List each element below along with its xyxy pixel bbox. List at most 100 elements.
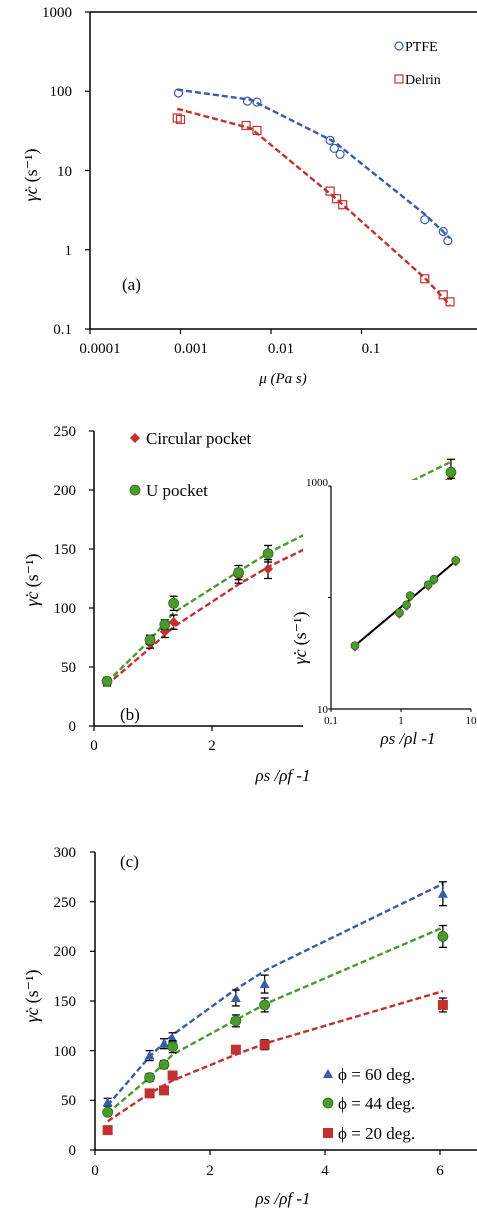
chart-a-point-delrin [252,125,262,136]
chart-c-point-1 [437,931,449,942]
chart-b-ytick-label: 150 [54,542,77,558]
chart-b-ylabel: γ̇c (s⁻¹) [22,554,43,607]
chart-c-legend-marker-44 [322,1097,334,1109]
chart-c-legend-label-60: ϕ = 60 deg. [338,1065,415,1084]
chart-a-point-ptfe [329,143,339,154]
chart-b-fit-line-1 [106,460,452,684]
chart-a-ytick-label: 1000 [42,5,72,21]
chart-b-inset-point-u [451,556,461,565]
chart-c-panel-label: (c) [120,852,139,871]
chart-c-ytick-label: 200 [54,944,77,960]
chart-c: 300 250 200 150 100 50 0 0 2 4 6 (c) ϕ =… [22,845,477,1208]
chart-a-point-delrin [241,120,251,131]
chart-a-point-delrin [175,114,186,125]
chart-b-point-0 [159,626,170,637]
chart-c-point-1 [167,1041,179,1053]
chart-a-point-ptfe [335,149,345,159]
chart-a-ylabel-unit: (s⁻¹) [21,149,42,183]
chart-b-inset-ylabel: γ̇c (s⁻¹) [290,612,311,665]
chart-a-legend-marker-ptfe [394,41,404,51]
chart-a-point-delrin [338,200,348,210]
chart-b-point-1 [168,597,180,609]
chart-a-point-delrin [325,186,335,196]
chart-c-point-1 [259,999,271,1011]
chart-c-point-0 [230,993,241,1003]
chart-a-xtick-label: 0.001 [174,341,208,357]
chart-a-ylabel-symbol: γ̇c [21,186,41,201]
chart-c-point-2 [102,1125,113,1136]
chart-b-fit-line-0 [106,477,452,686]
chart-a-point-ptfe [438,226,448,237]
chart-a-fit-line-1 [176,107,451,306]
chart-a-xtick-label: 0.01 [268,341,294,357]
chart-a-point-delrin [445,297,455,307]
chart-c-point-2 [230,1044,241,1055]
chart-b-inset-ylabel-unit: (s⁻¹) [290,612,311,646]
chart-b-inset-point-u [423,580,433,590]
chart-a: 1000 100 10 1 0.1 0.0001 0.001 0.01 0.1 … [21,5,477,387]
chart-b-point-0 [168,617,179,628]
chart-b-point-0 [263,564,274,575]
chart-b-inset-point-u [429,574,439,584]
chart-b-inset [303,480,477,753]
chart-c-point-2 [167,1070,178,1081]
chart-c-point-1 [230,1015,242,1027]
chart-c-xtick-label: 6 [436,1163,444,1179]
chart-a-fit-line-0 [177,88,451,240]
chart-a-plot [85,11,477,334]
chart-b-inset-xtick-label: 0.1 [324,715,338,727]
chart-c-ytick-label: 150 [54,994,77,1010]
chart-b-point-1 [233,567,244,579]
chart-a-point-ptfe [443,236,453,246]
chart-b-inset-ytick-label: 1000 [306,477,329,489]
chart-c-ylabel: γ̇c (s⁻¹) [22,970,43,1023]
chart-b-ylabel-symbol: γ̇c [22,591,42,606]
chart-a-ytick-label: 10 [57,164,72,180]
chart-a-point-ptfe [173,88,184,98]
chart-c-plot [90,851,477,1155]
chart-c-legend-label-44: ϕ = 44 deg. [338,1094,415,1113]
chart-c-point-2 [437,999,448,1010]
chart-a-point-delrin [172,113,182,123]
chart-c-ytick-label: 0 [69,1143,77,1159]
chart-b-inset-xtick-label: 10 [466,715,477,727]
chart-a-point-ptfe [325,135,335,145]
chart-c-ytick-labels: 300 250 200 150 100 50 0 [54,845,77,1159]
chart-b-ytick-label: 200 [54,483,77,499]
chart-b: 250 200 150 100 50 0 0 2 4 6 (b) Circula… [22,424,477,785]
chart-b-ytick-label: 100 [54,601,77,617]
chart-c-ytick-label: 250 [54,895,77,911]
chart-c-point-1 [144,1072,156,1083]
chart-b-legend-marker-u [129,484,141,496]
chart-b-point-1 [262,548,274,560]
chart-c-ytick-label: 100 [54,1044,77,1060]
chart-a-point-delrin [331,194,342,204]
chart-a-ytick-label: 1 [65,243,73,259]
chart-a-point-ptfe [420,215,430,225]
chart-c-point-2 [159,1085,169,1096]
chart-c-fit-line-0 [106,882,444,1107]
chart-b-inset-xtick-label: 1 [398,715,404,727]
chart-b-ytick-label: 250 [54,424,77,440]
chart-b-inset-ytick-label: 10 [317,704,329,716]
chart-a-ytick-label: 100 [50,84,73,100]
chart-c-xtick-label: 4 [321,1163,329,1179]
chart-a-legend-label-ptfe: PTFE [405,40,438,55]
chart-c-point-2 [259,1039,270,1050]
chart-b-inset-point-u [395,608,404,618]
chart-c-xtick-label: 0 [91,1163,99,1179]
chart-a-panel-label: (a) [122,275,141,294]
chart-b-ytick-label: 50 [61,660,76,676]
chart-c-point-2 [144,1088,155,1099]
chart-c-point-1 [158,1059,170,1070]
chart-c-xtick-label: 2 [206,1163,214,1179]
chart-b-xtick-label: 0 [90,738,98,754]
chart-b-panel-label: (b) [120,705,140,724]
chart-a-ytick-labels: 1000 100 10 1 0.1 [42,5,72,338]
chart-a-point-delrin [420,274,430,284]
chart-b-inset-xlabel: ρs /ρl -1 [379,729,435,748]
chart-b-point-1 [445,466,457,478]
chart-c-legend-marker-60 [323,1069,333,1078]
chart-b-point-1 [101,675,113,687]
chart-b-inset-point-u [405,591,415,601]
